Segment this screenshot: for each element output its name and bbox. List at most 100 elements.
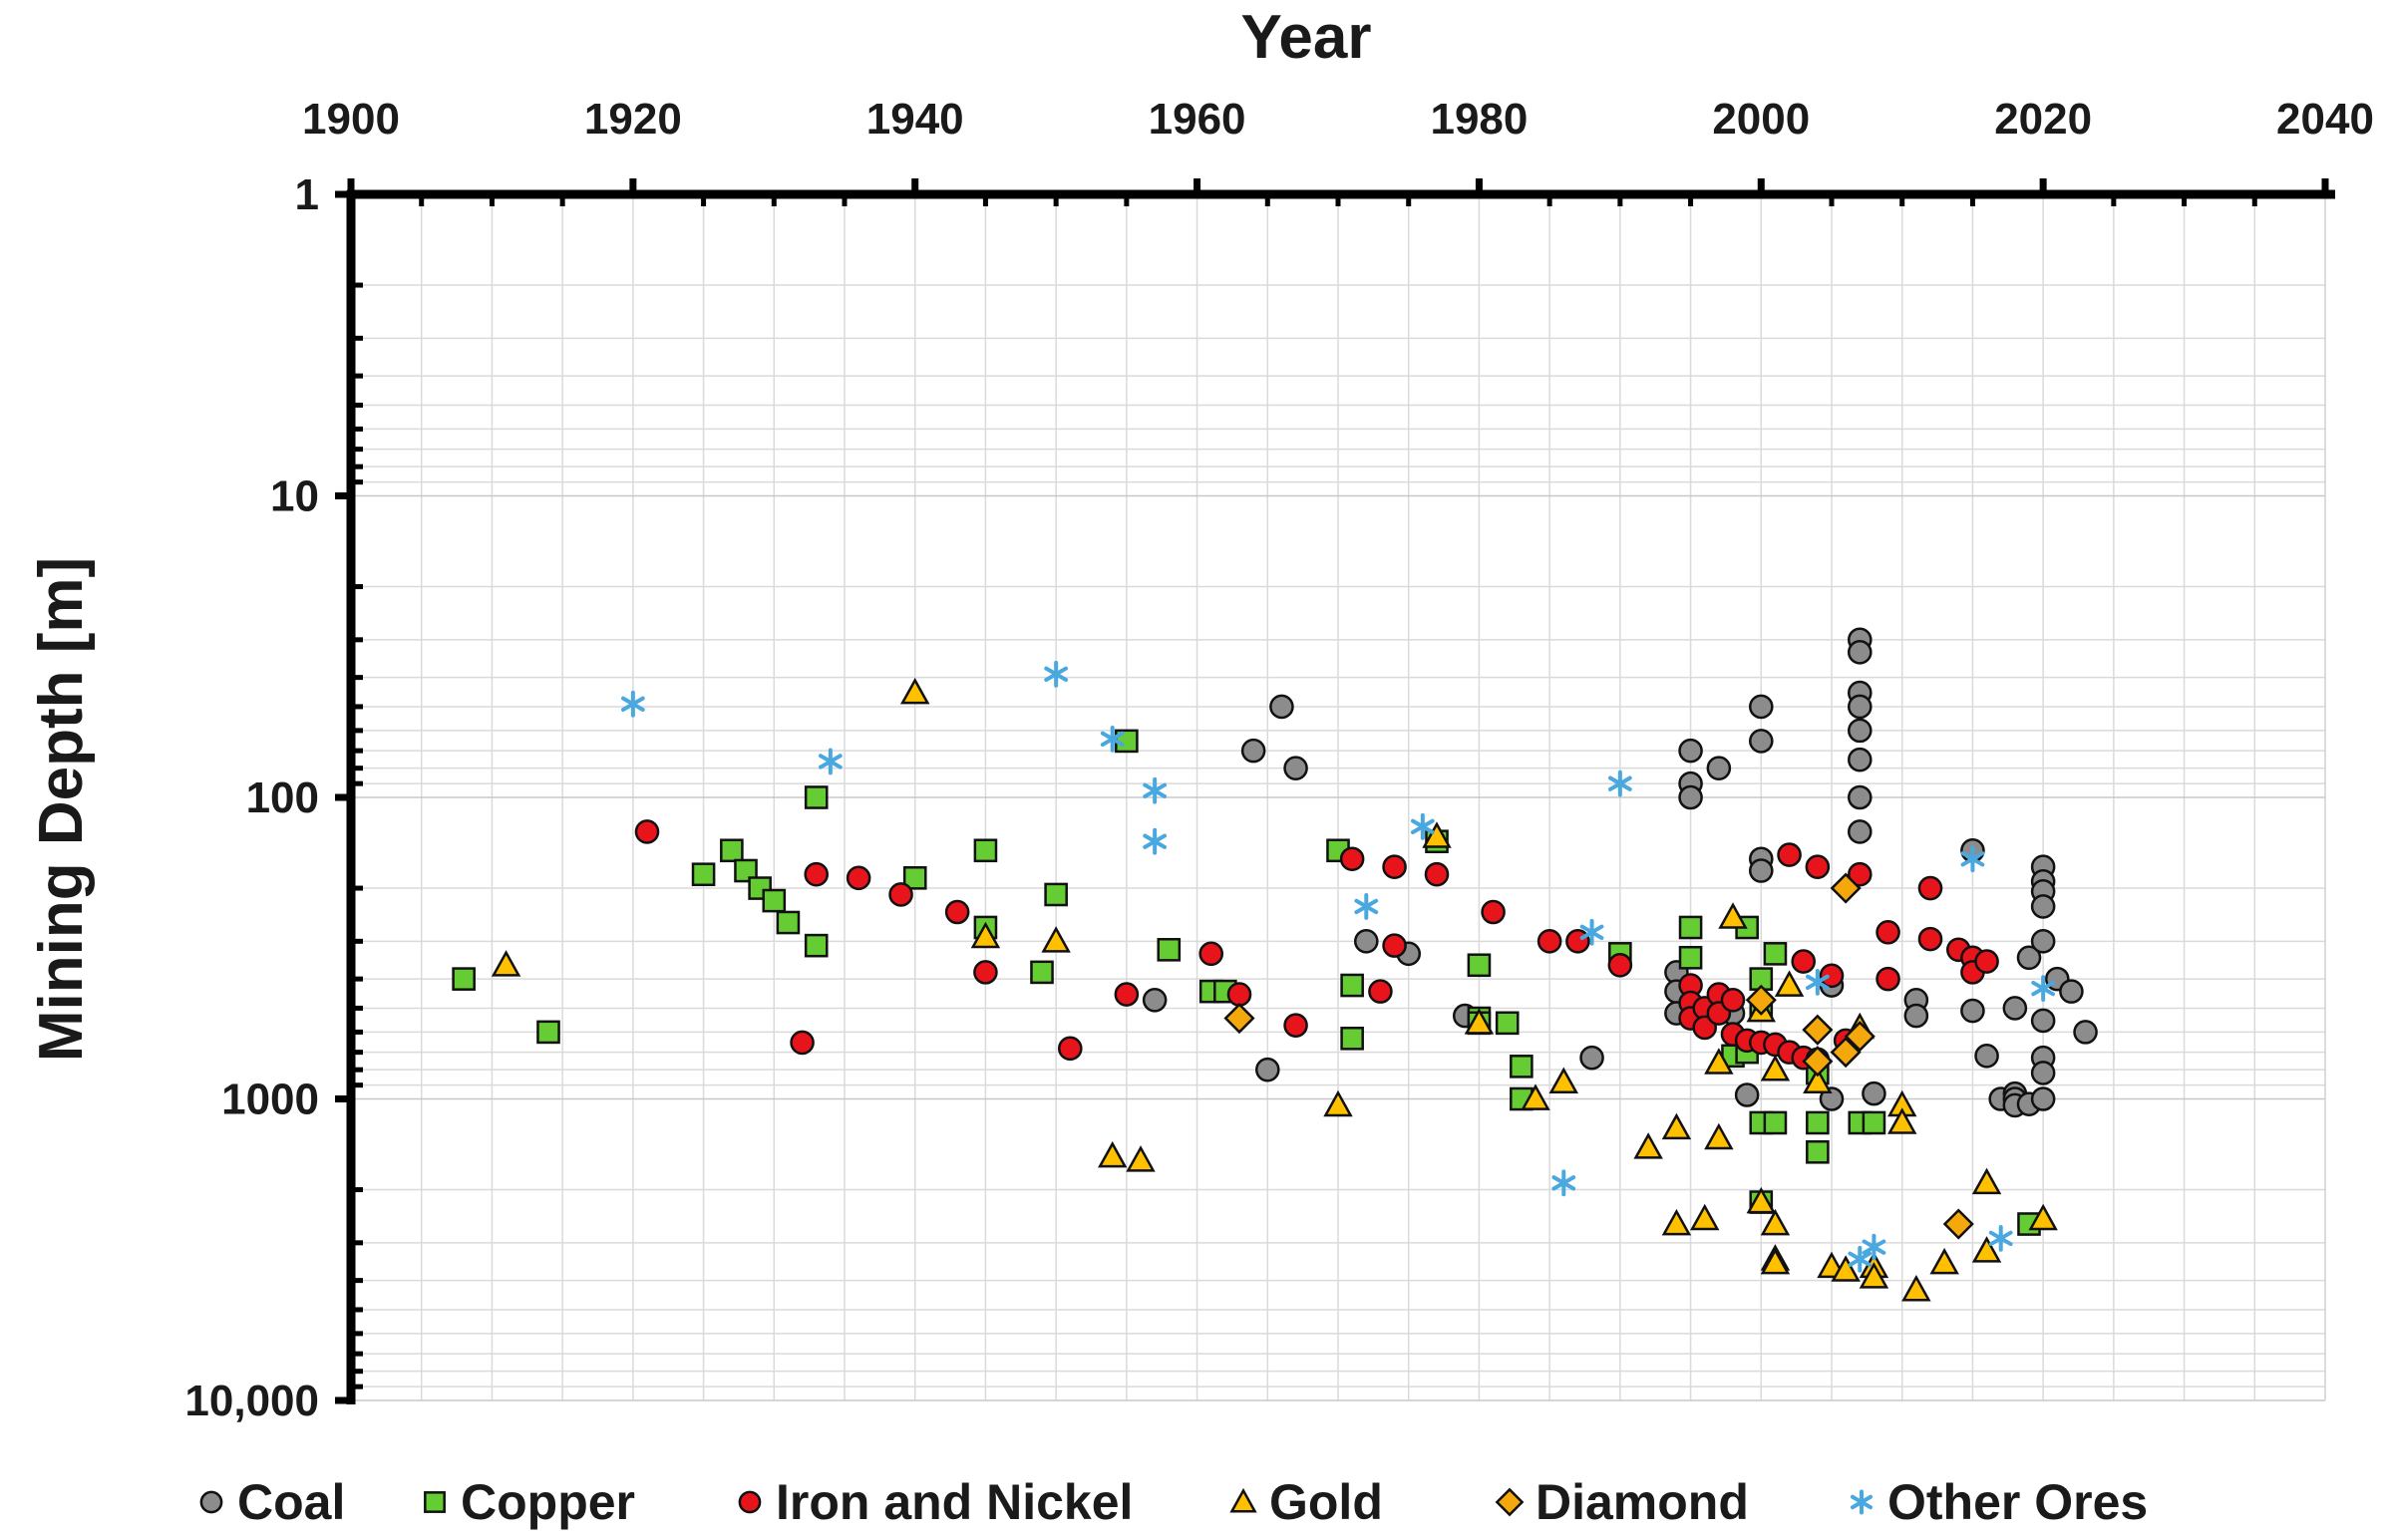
x-tick-label: 1900 bbox=[302, 95, 400, 144]
point-copper bbox=[973, 838, 998, 863]
point-gold bbox=[1704, 1122, 1734, 1150]
point-iron-and-nickel bbox=[1565, 929, 1590, 954]
point-iron-and-nickel bbox=[1791, 949, 1817, 974]
point-gold bbox=[1126, 1145, 1156, 1172]
point-iron-and-nickel bbox=[1424, 861, 1450, 887]
point-gold bbox=[2028, 1203, 2058, 1231]
point-other-ores bbox=[1044, 660, 1069, 688]
point-iron-and-nickel bbox=[888, 882, 913, 907]
point-coal bbox=[1269, 694, 1294, 720]
point-other-ores bbox=[1551, 1169, 1576, 1197]
point-diamond bbox=[1830, 1037, 1862, 1069]
point-iron-and-nickel bbox=[804, 861, 830, 887]
point-copper bbox=[1678, 915, 1703, 940]
point-iron-and-nickel bbox=[1368, 979, 1393, 1004]
y-tick-label: 1000 bbox=[221, 1076, 319, 1124]
point-copper bbox=[1763, 942, 1788, 966]
point-iron-and-nickel bbox=[1805, 854, 1831, 880]
point-copper bbox=[720, 838, 744, 863]
point-copper bbox=[536, 1020, 560, 1045]
point-gold bbox=[1746, 1186, 1777, 1214]
point-copper bbox=[1044, 882, 1068, 907]
point-iron-and-nickel bbox=[1382, 854, 1407, 880]
y-tick-label: 100 bbox=[246, 773, 319, 822]
point-coal bbox=[1903, 1003, 1929, 1029]
x-axis-title: Year bbox=[1240, 3, 1371, 72]
point-other-ores bbox=[1143, 776, 1168, 804]
point-gold bbox=[1633, 1132, 1663, 1159]
point-gold bbox=[1323, 1089, 1353, 1117]
point-coal bbox=[1847, 694, 1873, 720]
point-copper bbox=[804, 933, 829, 958]
series-iron-and-nickel bbox=[634, 819, 1999, 1073]
point-iron-and-nickel bbox=[1382, 933, 1407, 958]
point-coal bbox=[1847, 819, 1873, 844]
point-coal bbox=[2030, 1086, 2056, 1111]
point-gold bbox=[1464, 1008, 1495, 1035]
series-diamond bbox=[1223, 872, 1974, 1240]
point-coal bbox=[1974, 1044, 1999, 1069]
legend-marker-gold bbox=[1229, 1487, 1257, 1513]
point-coal bbox=[1706, 756, 1732, 780]
point-coal bbox=[1847, 747, 1873, 772]
point-copper bbox=[1467, 953, 1492, 978]
point-other-ores bbox=[1354, 893, 1379, 920]
x-tick-label: 1920 bbox=[584, 95, 682, 144]
point-coal bbox=[1748, 729, 1774, 754]
point-iron-and-nickel bbox=[973, 960, 998, 985]
point-gold bbox=[1859, 1262, 1889, 1289]
point-coal bbox=[1862, 1080, 1886, 1106]
x-tick-label: 2020 bbox=[1994, 95, 2092, 144]
point-gold bbox=[1929, 1247, 1959, 1275]
legend-item-copper: Copper bbox=[424, 1474, 635, 1530]
legend-item-diamond: Diamond bbox=[1495, 1474, 1749, 1530]
point-copper bbox=[1495, 1011, 1520, 1036]
point-diamond bbox=[1830, 872, 1862, 904]
grid bbox=[351, 194, 2326, 1401]
x-tick-label: 1980 bbox=[1430, 95, 1528, 144]
point-copper bbox=[1763, 1110, 1788, 1135]
point-copper bbox=[1806, 1139, 1830, 1164]
x-tick-label: 2040 bbox=[2276, 95, 2374, 144]
point-diamond bbox=[1745, 984, 1777, 1016]
point-coal bbox=[1847, 784, 1873, 810]
point-gold bbox=[1661, 1208, 1692, 1236]
point-other-ores bbox=[620, 690, 645, 718]
legend-label-gold: Gold bbox=[1269, 1474, 1383, 1530]
point-gold bbox=[1760, 1055, 1791, 1081]
point-gold bbox=[899, 677, 930, 705]
point-gold bbox=[1760, 1247, 1791, 1275]
y-axis-title: Mining Depth [m] bbox=[27, 557, 96, 1062]
point-gold bbox=[1041, 926, 1071, 953]
point-other-ores bbox=[1848, 1245, 1873, 1273]
legend-marker-other-ores bbox=[1850, 1489, 1874, 1515]
point-iron-and-nickel bbox=[944, 899, 970, 925]
point-gold bbox=[1521, 1083, 1550, 1110]
point-copper bbox=[1340, 973, 1364, 998]
point-gold bbox=[1774, 970, 1805, 997]
point-coal bbox=[1678, 738, 1703, 764]
point-iron-and-nickel bbox=[1876, 919, 1900, 945]
point-gold bbox=[1097, 1140, 1128, 1168]
point-iron-and-nickel bbox=[1819, 963, 1845, 989]
legend-marker-copper bbox=[424, 1491, 446, 1513]
point-gold bbox=[1886, 1107, 1917, 1134]
point-other-ores bbox=[1805, 968, 1830, 996]
y-tick-label: 10 bbox=[270, 472, 319, 521]
legend: Coal Copper Iron and Nickel Gold Diamond Othe… bbox=[199, 1474, 2148, 1530]
point-coal bbox=[1240, 738, 1266, 764]
point-other-ores bbox=[818, 748, 843, 775]
point-copper bbox=[902, 866, 927, 890]
x-tick-label: 1940 bbox=[866, 95, 964, 144]
point-iron-and-nickel bbox=[1607, 952, 1633, 978]
point-gold bbox=[1803, 1067, 1833, 1094]
legend-label-diamond: Diamond bbox=[1535, 1474, 1749, 1530]
point-iron-and-nickel bbox=[1876, 966, 1900, 992]
point-coal bbox=[2016, 945, 2042, 971]
point-gold bbox=[1831, 1255, 1861, 1282]
point-coal bbox=[1847, 640, 1873, 665]
legend-item-gold: Gold bbox=[1229, 1474, 1383, 1530]
point-gold bbox=[1718, 902, 1748, 929]
point-diamond bbox=[1802, 1014, 1834, 1046]
point-coal bbox=[1678, 784, 1703, 810]
